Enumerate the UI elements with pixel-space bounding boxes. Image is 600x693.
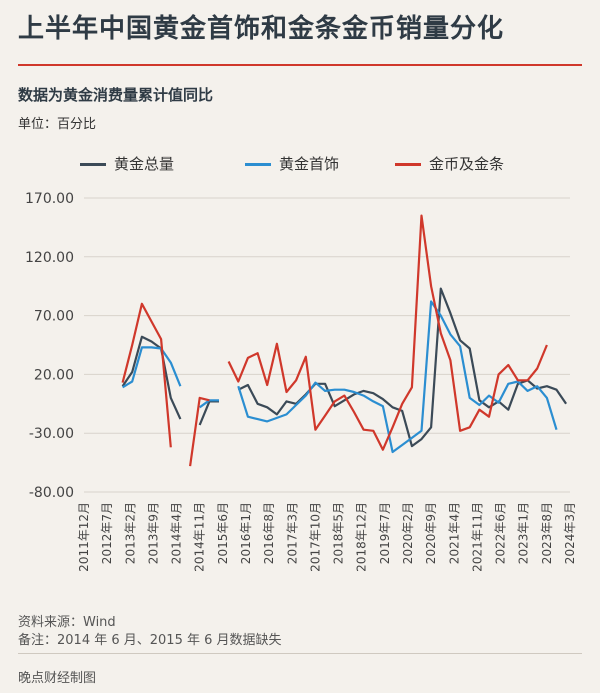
x-tick-label: 2019年7月 xyxy=(378,502,392,564)
legend-swatch-jewelry xyxy=(245,163,271,166)
y-tick-label: 20.00 xyxy=(34,367,74,383)
x-tick-label: 2024年3月 xyxy=(563,502,577,564)
x-tick-label: 2017年3月 xyxy=(285,502,299,564)
x-tick-label: 2018年12月 xyxy=(355,502,369,572)
x-tick-label: 2015年6月 xyxy=(216,502,230,564)
y-tick-label: -30.00 xyxy=(29,426,74,442)
line-chart: 170.00 120.00 70.00 20.00 -30.00 -80.002011年1… xyxy=(25,191,577,572)
x-tick-label: 2014年11月 xyxy=(193,502,207,572)
credit: 晚点财经制图 xyxy=(18,671,97,686)
title-rule xyxy=(18,64,582,66)
footer-rule xyxy=(18,653,582,654)
y-tick-label: 170.00 xyxy=(25,191,74,207)
missing-data-note: 备注：2014 年 6 月、2015 年 6 月数据缺失 xyxy=(18,633,282,648)
x-tick-label: 2023年1月 xyxy=(517,502,531,564)
x-tick-label: 2016年1月 xyxy=(239,502,253,564)
series-line-total xyxy=(121,287,568,448)
chart-title: 上半年中国黄金首饰和金条金币销量分化 xyxy=(18,14,505,44)
x-tick-label: 2018年5月 xyxy=(332,502,346,564)
x-tick-label: 2017年10月 xyxy=(308,502,322,572)
legend-label-bars-coins: 金币及金条 xyxy=(429,155,505,173)
x-tick-label: 2020年2月 xyxy=(401,502,415,564)
legend-swatch-bars-coins xyxy=(395,163,421,166)
x-tick-label: 2011年12月 xyxy=(77,502,91,572)
chart-subtitle: 数据为黄金消费量累计值同比 xyxy=(18,86,214,104)
series-line-bars-coins xyxy=(121,214,548,467)
y-tick-label: 70.00 xyxy=(34,309,74,325)
x-tick-label: 2021年11月 xyxy=(470,502,484,572)
x-tick-label: 2016年8月 xyxy=(262,502,276,564)
x-tick-label: 2014年4月 xyxy=(170,502,184,564)
x-tick-label: 2021年4月 xyxy=(447,502,461,564)
y-tick-label: 120.00 xyxy=(25,250,74,266)
legend-label-total: 黄金总量 xyxy=(114,155,175,173)
x-tick-label: 2023年8月 xyxy=(540,502,554,564)
x-tick-label: 2012年7月 xyxy=(100,502,114,564)
x-tick-label: 2013年2月 xyxy=(123,502,137,564)
y-tick-label: -80.00 xyxy=(29,485,74,501)
unit-label: 单位：百分比 xyxy=(18,117,97,132)
legend-label-jewelry: 黄金首饰 xyxy=(279,155,340,173)
series-line-jewelry xyxy=(122,300,558,454)
x-tick-label: 2022年6月 xyxy=(494,502,508,564)
x-tick-label: 2013年9月 xyxy=(146,502,160,564)
legend-swatch-total xyxy=(80,163,106,166)
source-note: 资料来源：Wind xyxy=(18,615,116,630)
x-tick-label: 2020年9月 xyxy=(424,502,438,564)
